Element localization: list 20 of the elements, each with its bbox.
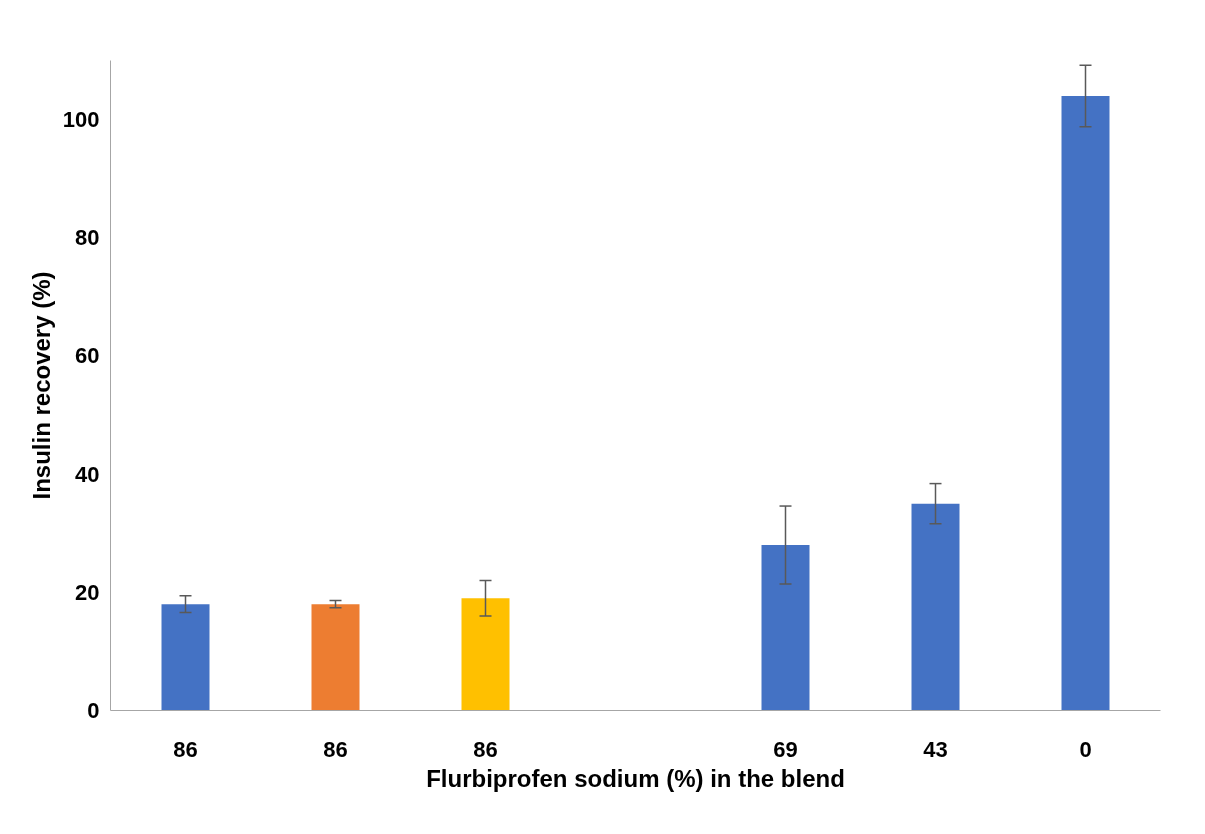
x-axis-title: Flurbiprofen sodium (%) in the blend	[426, 764, 845, 792]
x-tick-label: 69	[773, 736, 798, 762]
x-tick-label: 86	[473, 736, 498, 762]
bar	[1061, 95, 1110, 711]
y-tick-label: 20	[75, 579, 100, 605]
x-tick-label: 86	[323, 736, 348, 762]
bar	[761, 545, 810, 711]
y-tick-label: 60	[75, 343, 100, 369]
x-tick-label: 86	[173, 736, 198, 762]
bar	[311, 604, 360, 711]
bar	[911, 503, 960, 711]
y-tick-label: 80	[75, 225, 100, 251]
y-tick-label: 40	[75, 461, 100, 487]
bar	[461, 598, 510, 711]
y-tick-label: 0	[87, 698, 100, 723]
y-axis-title: Insulin recovery (%)	[27, 271, 55, 500]
y-tick-label: 100	[62, 107, 100, 133]
bar	[161, 604, 210, 711]
x-tick-label: 43	[923, 736, 948, 762]
x-tick-label: 0	[1079, 736, 1092, 762]
